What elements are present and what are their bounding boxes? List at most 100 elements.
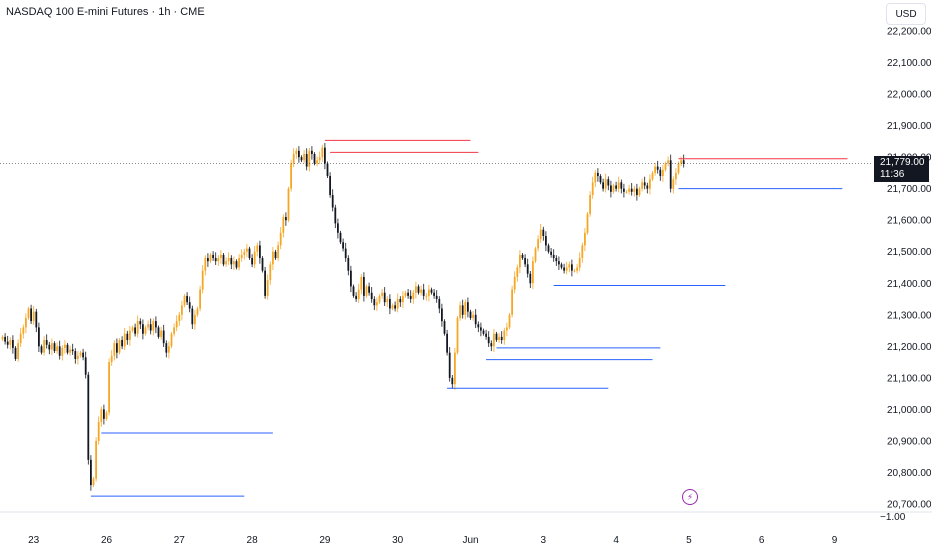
candle (500, 331, 503, 344)
candle (412, 289, 415, 304)
candle (383, 287, 386, 306)
candle (165, 340, 168, 358)
candle (555, 255, 558, 266)
candle (490, 340, 493, 352)
price-tick-label: 22,200.00 (887, 27, 932, 38)
time-tick-label: 27 (174, 535, 186, 546)
candle (74, 348, 77, 364)
candle (519, 250, 521, 274)
candle (508, 312, 511, 330)
time-tick-label: 6 (759, 535, 765, 546)
candle (77, 351, 79, 365)
candle (558, 256, 560, 271)
candle (529, 270, 532, 288)
candle (269, 261, 272, 285)
candle (92, 476, 95, 487)
candle (662, 165, 664, 182)
candle (542, 226, 545, 241)
candle (589, 191, 591, 217)
candle (300, 155, 303, 163)
price-axis[interactable]: 22,200.0022,100.0022,000.0021,900.0021,8… (880, 27, 932, 524)
candle (178, 311, 181, 326)
candle (612, 183, 615, 194)
currency-selector[interactable]: USD (886, 3, 926, 25)
candle (521, 252, 524, 260)
time-tick-label: 23 (28, 535, 40, 546)
last-price-value: 21,779.00 (880, 157, 925, 168)
candle (615, 181, 617, 192)
candle (675, 168, 677, 185)
candle (636, 183, 638, 201)
candle (329, 172, 331, 198)
candle (100, 406, 103, 427)
time-axis[interactable]: 23 26 27 28 29 30 Jun 3 4 5 6 9 (0, 511, 932, 546)
price-tick-label: 21,700.00 (887, 184, 932, 195)
candle (131, 325, 134, 333)
candle (305, 148, 308, 171)
candle (129, 325, 131, 346)
candle (217, 255, 220, 266)
candle (22, 324, 25, 339)
price-tick-label: 21,900.00 (887, 121, 932, 132)
candle (441, 303, 443, 327)
candle (565, 261, 568, 275)
candle (108, 358, 110, 416)
candle (144, 325, 147, 336)
candle (214, 252, 217, 265)
candle (152, 318, 155, 336)
candle (376, 297, 378, 312)
candle (277, 241, 279, 261)
candle (404, 290, 407, 298)
candle (196, 306, 199, 317)
candle (477, 321, 480, 333)
candle (103, 404, 105, 425)
candle (6, 335, 9, 349)
candle (84, 351, 87, 379)
candle (308, 147, 311, 172)
candle (389, 294, 391, 315)
candle (194, 310, 196, 330)
candle (123, 328, 126, 351)
candle (474, 309, 477, 329)
candle (433, 288, 435, 299)
candle (105, 410, 108, 421)
candle (204, 255, 207, 276)
candle (591, 176, 594, 199)
candle (53, 341, 56, 353)
candle (274, 249, 277, 260)
candle (480, 322, 482, 337)
candle (311, 146, 313, 160)
candle (344, 242, 347, 262)
candle (43, 336, 45, 356)
candle (168, 341, 170, 359)
price-tick-label: 21,100.00 (887, 373, 932, 384)
candle (272, 247, 274, 271)
candle (664, 161, 667, 172)
candle (256, 242, 259, 257)
candle (672, 176, 675, 194)
candle (321, 144, 324, 162)
candle (240, 249, 243, 262)
candle (90, 455, 92, 491)
candle (79, 350, 82, 358)
candle (578, 252, 581, 272)
candle (378, 293, 381, 305)
candle (594, 170, 597, 188)
candle (386, 296, 389, 307)
candle (365, 284, 368, 298)
candle (482, 328, 485, 336)
chart-title[interactable]: NASDAQ 100 E-mini Futures · 1h · CME (6, 6, 205, 18)
time-tick-label: 26 (101, 535, 113, 546)
time-tick-label: 4 (613, 535, 619, 546)
candle (183, 293, 186, 308)
candle (220, 250, 222, 264)
candle (285, 212, 287, 226)
price-tick-label: 21,600.00 (887, 216, 932, 227)
candle (547, 243, 550, 254)
candle (35, 308, 38, 333)
candle (430, 287, 433, 295)
candle (82, 348, 84, 361)
lightning-icon[interactable]: ⚡ (682, 489, 698, 505)
candle (381, 288, 383, 299)
